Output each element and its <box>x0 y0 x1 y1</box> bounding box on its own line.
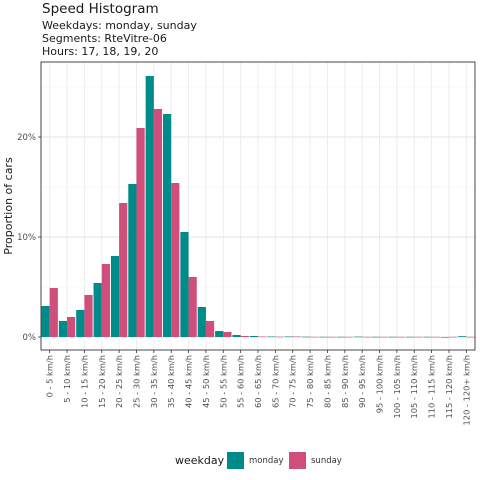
bar-monday-5 <box>128 184 137 337</box>
bar-monday-14 <box>284 336 293 338</box>
bar-monday-12 <box>249 336 258 337</box>
subtitle-hours: Hours: 17, 18, 19, 20 <box>42 45 159 58</box>
bar-sunday-19 <box>379 336 388 338</box>
x-tick-label-16: 80 - 85 km/h <box>322 355 332 408</box>
bar-monday-21 <box>406 336 415 338</box>
legend-label-monday: monday <box>249 456 284 466</box>
bar-monday-18 <box>353 336 363 338</box>
x-tick-label-24: 120 - 120+ km/h <box>461 355 471 425</box>
histogram-chart: 0% 10% 20% 0 - 5 km/h 5 - 10 km/h 10 - 15 km/… <box>2 61 476 425</box>
x-tick-label-19: 95 - 100 km/h <box>375 355 385 413</box>
bar-sunday-5 <box>136 128 145 337</box>
legend-label-sunday: sunday <box>311 456 342 466</box>
bar-sunday-18 <box>362 336 371 338</box>
bar-monday-22 <box>423 336 432 338</box>
legend-title: weekday <box>175 454 225 467</box>
x-tick-label-0: 0 - 5 km/h <box>45 355 55 397</box>
x-tick-label-10: 50 - 55 km/h <box>218 355 228 408</box>
x-tick-label-11: 55 - 60 km/h <box>236 355 246 408</box>
bar-sunday-12 <box>258 336 267 338</box>
legend-key-monday <box>227 452 244 469</box>
subtitle-segments: Segments: RteVitre-06 <box>42 32 167 45</box>
x-tick-label-8: 40 - 45 km/h <box>184 355 194 408</box>
bar-monday-20 <box>388 336 397 338</box>
x-tick-label-23: 115 - 120 km/h <box>444 355 454 419</box>
y-axis-title: Proportion of cars <box>2 157 15 255</box>
bar-monday-7 <box>163 114 172 337</box>
x-tick-label-13: 65 - 70 km/h <box>270 355 280 408</box>
x-tick-label-5: 25 - 30 km/h <box>131 355 141 408</box>
x-tick-label-2: 10 - 15 km/h <box>79 355 89 408</box>
bar-monday-17 <box>336 336 345 338</box>
x-tick-label-9: 45 - 50 km/h <box>201 355 211 408</box>
x-tick-label-15: 75 - 80 km/h <box>305 355 315 408</box>
bar-monday-4 <box>110 256 120 337</box>
bar-monday-13 <box>267 336 276 338</box>
bar-monday-16 <box>319 336 328 338</box>
x-tick-label-21: 105 - 110 km/h <box>409 355 419 419</box>
bar-sunday-15 <box>310 336 319 338</box>
bar-monday-8 <box>180 232 189 337</box>
x-tick-label-17: 85 - 90 km/h <box>340 355 350 408</box>
chart-title: Speed Histogram <box>42 1 159 17</box>
bar-sunday-13 <box>275 336 284 338</box>
bar-sunday-22 <box>431 336 440 338</box>
bar-sunday-0 <box>49 288 58 337</box>
x-tick-label-3: 15 - 20 km/h <box>97 355 107 408</box>
x-tick-label-18: 90 - 95 km/h <box>357 355 367 408</box>
bar-monday-6 <box>145 76 154 337</box>
bar-sunday-20 <box>396 336 406 338</box>
bar-sunday-2 <box>84 295 93 337</box>
bar-sunday-8 <box>188 277 197 337</box>
bar-monday-19 <box>371 336 380 338</box>
x-tick-label-6: 30 - 35 km/h <box>149 355 159 408</box>
bar-monday-23 <box>440 337 449 338</box>
bar-sunday-16 <box>327 336 336 338</box>
x-tick-label-22: 110 - 115 km/h <box>427 355 437 419</box>
bar-sunday-21 <box>414 336 423 338</box>
bar-monday-24 <box>458 336 467 337</box>
bar-sunday-17 <box>344 336 353 338</box>
bar-sunday-11 <box>240 336 249 337</box>
bar-monday-9 <box>197 307 206 337</box>
legend-key-sunday <box>289 452 306 469</box>
bar-monday-0 <box>41 306 50 337</box>
y-tick-label-2: 20% <box>17 133 36 143</box>
bar-monday-2 <box>76 310 85 337</box>
subtitle-weekdays: Weekdays: monday, sunday <box>42 19 197 32</box>
legend: weekday monday sunday <box>0 451 480 471</box>
bar-sunday-23 <box>448 336 458 338</box>
x-tick-label-20: 100 - 105 km/h <box>392 355 402 419</box>
bar-sunday-3 <box>101 264 110 337</box>
bar-sunday-24 <box>466 336 475 338</box>
x-tick-label-14: 70 - 75 km/h <box>288 355 298 408</box>
bar-sunday-7 <box>171 183 180 337</box>
bar-monday-1 <box>58 321 68 337</box>
bar-sunday-6 <box>153 109 163 337</box>
bar-sunday-10 <box>223 332 232 337</box>
bar-sunday-1 <box>67 317 76 337</box>
bar-monday-15 <box>301 336 311 338</box>
bar-monday-3 <box>93 283 102 337</box>
y-tick-label-1: 10% <box>17 233 36 243</box>
x-tick-label-4: 20 - 25 km/h <box>114 355 124 408</box>
x-tick-label-7: 35 - 40 km/h <box>166 355 176 408</box>
x-tick-label-12: 60 - 65 km/h <box>253 355 263 408</box>
x-tick-label-1: 5 - 10 km/h <box>62 355 72 403</box>
bar-sunday-9 <box>205 321 215 337</box>
bar-sunday-14 <box>292 336 301 338</box>
bar-monday-11 <box>232 335 241 337</box>
bar-sunday-4 <box>119 203 128 337</box>
y-tick-label-0: 0% <box>23 333 37 343</box>
bar-monday-10 <box>215 331 224 337</box>
